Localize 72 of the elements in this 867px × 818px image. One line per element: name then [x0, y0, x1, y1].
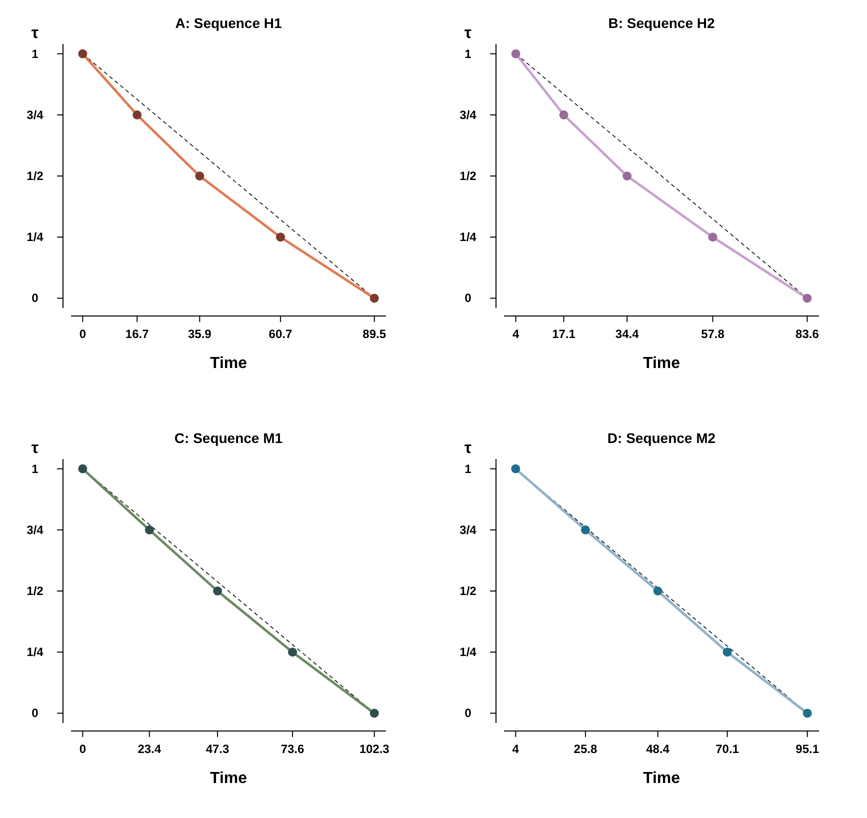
x-tick-label: 89.5 — [362, 327, 386, 341]
point — [653, 586, 662, 596]
y-tick-label: 0 — [464, 291, 472, 306]
y-tick-label: 1/2 — [26, 169, 44, 183]
y-tick-label: 0 — [32, 706, 39, 720]
point — [580, 525, 590, 534]
x-tick-label: 4 — [512, 327, 520, 341]
y-tick-label: 1 — [32, 46, 39, 61]
x-tick-label: 95.1 — [796, 742, 820, 756]
x-tick-label: 0 — [79, 742, 86, 756]
x-tick-label: 16.7 — [125, 327, 150, 341]
y-tick-label: 1 — [32, 462, 39, 476]
point — [802, 708, 812, 718]
y-tick-label: 1 — [464, 462, 472, 476]
point — [370, 294, 379, 303]
point — [370, 708, 379, 718]
x-tick-label: 35.9 — [188, 327, 212, 341]
y-tick-label: 1/2 — [26, 584, 44, 598]
x-axis-title: Time — [642, 355, 680, 372]
point — [213, 586, 222, 596]
y-axis-title: τ — [464, 25, 472, 42]
y-tick-label: 3/4 — [460, 522, 477, 537]
y-tick-label: 0 — [464, 706, 472, 720]
point — [195, 172, 204, 180]
y-tick-label: 3/4 — [26, 522, 44, 537]
point — [722, 648, 732, 657]
chart-title: B: Sequence H2 — [608, 15, 716, 31]
x-tick-label: 57.8 — [701, 327, 725, 341]
x-tick-label: 25.8 — [574, 742, 598, 756]
y-axis-title: τ — [31, 440, 39, 457]
x-tick-label: 23.4 — [138, 742, 162, 756]
point — [511, 464, 520, 474]
y-tick-label: 1/4 — [460, 645, 477, 660]
y-tick-label: 1/2 — [460, 584, 477, 598]
point — [559, 110, 568, 120]
x-tick-label: 48.4 — [646, 742, 670, 756]
x-axis-title: Time — [642, 770, 680, 787]
chart-title: D: Sequence M2 — [607, 430, 716, 446]
point — [276, 232, 285, 242]
y-tick-label: 3/4 — [26, 108, 44, 122]
point — [511, 49, 520, 58]
point — [78, 49, 88, 58]
point — [132, 110, 142, 120]
x-tick-label: 60.7 — [268, 327, 292, 341]
y-tick-label: 3/4 — [460, 108, 477, 122]
x-tick-label: 34.4 — [615, 327, 640, 341]
chart-title: C: Sequence M1 — [174, 430, 283, 446]
chart-title: A: Sequence H1 — [175, 15, 282, 31]
y-tick-label: 1/4 — [460, 230, 477, 244]
y-tick-label: 1/4 — [26, 645, 44, 660]
y-tick-label: 0 — [32, 291, 39, 306]
y-axis-title: τ — [31, 25, 39, 42]
x-tick-label: 4 — [512, 742, 520, 756]
point — [802, 294, 812, 303]
y-axis-title: τ — [464, 440, 472, 457]
y-tick-label: 1/2 — [460, 169, 477, 183]
point — [708, 232, 718, 242]
x-tick-label: 73.6 — [280, 742, 305, 756]
point — [144, 525, 154, 534]
point — [288, 648, 298, 657]
x-axis-title: Time — [210, 770, 248, 787]
x-tick-label: 47.3 — [206, 742, 230, 756]
x-axis-title: Time — [210, 355, 248, 372]
x-tick-label: 102.3 — [359, 742, 390, 756]
x-tick-label: 83.6 — [796, 327, 820, 341]
x-tick-label: 0 — [79, 327, 86, 341]
x-tick-label: 70.1 — [716, 742, 740, 756]
x-tick-label: 17.1 — [552, 327, 576, 341]
y-tick-label: 1 — [464, 46, 472, 61]
y-tick-label: 1/4 — [26, 230, 44, 244]
point — [78, 464, 88, 474]
point — [622, 172, 632, 180]
